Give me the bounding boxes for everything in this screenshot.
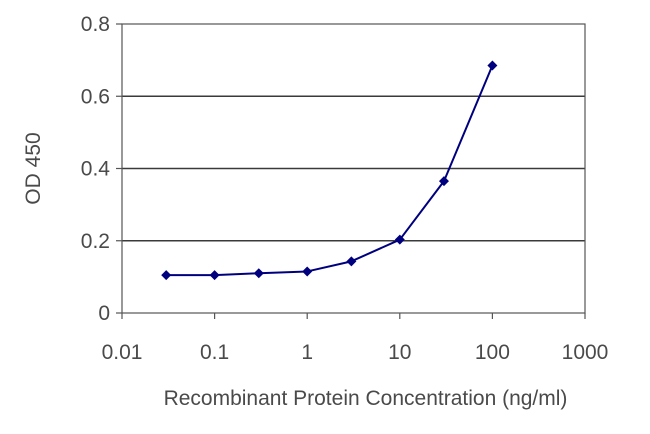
y-axis-title: OD 450: [22, 132, 45, 204]
x-axis-ticks: [121, 313, 586, 319]
series-line: [166, 65, 494, 277]
x-tick-label: 10: [388, 341, 411, 364]
x-tick-label: 100: [475, 341, 510, 364]
data-series: [161, 60, 498, 281]
y-axis-ticks: [116, 23, 122, 314]
data-point-marker: [438, 176, 449, 187]
x-tick-label: 1: [301, 341, 313, 364]
y-tick-label: 0.4: [81, 158, 111, 181]
x-tick-label: 0.1: [200, 341, 229, 364]
y-axis-tick-labels: 0 0.2 0.4 0.6 0.8: [81, 13, 111, 325]
data-point-marker: [253, 268, 264, 279]
x-axis-title: Recombinant Protein Concentration (ng/ml…: [164, 387, 568, 410]
data-point-marker: [302, 266, 313, 277]
x-tick-label: 0.01: [102, 341, 143, 364]
data-point-marker: [209, 270, 220, 281]
data-point-marker: [487, 60, 498, 71]
y-tick-label: 0.2: [81, 230, 110, 253]
y-tick-label: 0.6: [81, 85, 110, 108]
y-tick-label: 0: [98, 302, 110, 325]
data-point-marker: [346, 256, 357, 267]
data-point-marker: [394, 234, 405, 245]
x-axis-tick-labels: 0.01 0.1 1 10 100 1000: [102, 341, 609, 364]
y-tick-label: 0.8: [81, 13, 110, 36]
data-point-marker: [161, 270, 172, 281]
gridlines: [122, 95, 585, 242]
x-tick-label: 1000: [562, 341, 609, 364]
